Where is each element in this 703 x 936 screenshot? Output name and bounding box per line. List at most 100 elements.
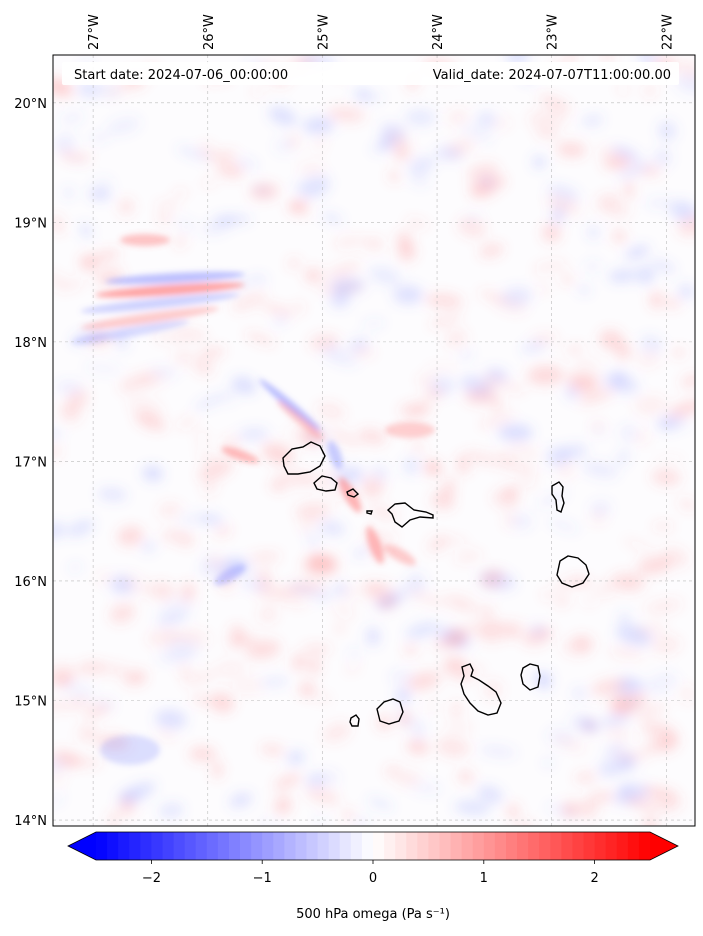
omega-cell — [590, 501, 611, 516]
omega-cell — [124, 670, 147, 686]
omega-cell — [371, 465, 389, 481]
date-header: Start date: 2024-07-06_00:00:00 Valid_da… — [62, 62, 679, 85]
omega-cell — [156, 730, 177, 741]
omega-cell — [406, 401, 433, 419]
omega-cell — [436, 737, 470, 758]
omega-cell — [53, 271, 66, 286]
omega-cell — [405, 621, 440, 639]
omega-cell — [216, 161, 244, 179]
omega-cell — [511, 513, 533, 530]
omega-cell — [667, 298, 679, 309]
omega-cell — [345, 663, 361, 674]
omega-cell — [322, 722, 352, 743]
omega-cell — [63, 187, 74, 199]
omega-cell — [555, 595, 571, 608]
omega-cell — [364, 238, 383, 249]
omega-cell — [341, 584, 360, 600]
colorbar-cell — [306, 832, 319, 860]
omega-cell — [506, 803, 520, 819]
omega-cell — [83, 703, 111, 718]
omega-cell — [645, 198, 675, 208]
colorbar-cell — [328, 832, 341, 860]
omega-cell — [53, 700, 74, 713]
omega-cell — [578, 285, 591, 295]
colorbar-cell — [561, 832, 574, 860]
omega-cell — [252, 185, 272, 194]
omega-cell — [54, 279, 85, 292]
omega-cell — [109, 603, 136, 624]
colorbar-cell — [572, 832, 585, 860]
omega-cell — [196, 430, 209, 446]
omega-cell — [648, 163, 659, 172]
omega-cell — [231, 292, 266, 312]
omega-cell — [348, 337, 369, 352]
map-panel — [52, 54, 696, 827]
omega-cell — [318, 284, 334, 293]
omega-cell — [156, 613, 190, 627]
omega-cell — [255, 586, 293, 599]
omega-cell — [177, 416, 197, 430]
omega-cell — [79, 254, 93, 269]
omega-cell — [679, 684, 695, 704]
omega-cell — [286, 749, 305, 766]
island-santo-antao — [282, 441, 326, 475]
omega-cell — [634, 704, 667, 719]
omega-cell — [273, 773, 302, 790]
valid-date-label: Valid_date: 2024-07-07T11:00:00.00 — [433, 68, 671, 83]
omega-cell — [330, 489, 344, 502]
colorbar-cell — [594, 832, 607, 860]
omega-cell — [683, 59, 695, 79]
colorbar-cell — [339, 832, 352, 860]
omega-cell — [196, 514, 224, 525]
colorbar-cell — [627, 832, 640, 860]
omega-cell — [440, 485, 452, 496]
omega-cell — [598, 758, 625, 777]
omega-cell — [288, 258, 300, 269]
omega-cell — [489, 622, 524, 630]
omega-cell — [53, 663, 78, 684]
lat-tick-label: 16°N — [14, 575, 47, 590]
omega-cell — [429, 313, 462, 328]
omega-cell — [594, 579, 615, 600]
lon-tick-label: 23°W — [546, 14, 561, 50]
omega-cell — [120, 782, 156, 802]
omega-cell — [135, 412, 166, 431]
omega-feature — [80, 307, 220, 329]
omega-cell — [572, 373, 603, 390]
lat-tick-label: 15°N — [14, 694, 47, 709]
omega-cell — [599, 329, 624, 350]
omega-cell — [562, 800, 580, 818]
omega-cell — [214, 526, 233, 537]
omega-cell — [476, 111, 497, 129]
omega-cell — [492, 117, 511, 130]
omega-cell — [574, 361, 600, 368]
omega-cell — [406, 739, 430, 755]
omega-cell — [403, 457, 421, 475]
omega-cell — [54, 134, 76, 154]
colorbar-cell — [118, 832, 130, 860]
omega-cell — [192, 695, 210, 704]
omega-cell — [55, 380, 83, 395]
colorbar-cell — [428, 832, 441, 860]
omega-cell — [645, 599, 683, 614]
colorbar-cell — [461, 832, 474, 860]
omega-cell — [447, 109, 469, 126]
omega-cell — [203, 216, 235, 235]
island-sal — [551, 481, 565, 513]
omega-cell — [193, 359, 214, 375]
omega-cell — [314, 589, 333, 602]
omega-cell — [615, 342, 632, 360]
omega-cell — [368, 266, 401, 286]
island-maio — [520, 663, 541, 691]
omega-cell — [654, 148, 672, 167]
omega-cell — [546, 195, 580, 215]
omega-cell — [77, 661, 108, 674]
omega-cell — [158, 502, 182, 518]
omega-cell — [174, 234, 186, 249]
omega-cell — [564, 344, 585, 355]
omega-cell — [261, 442, 294, 465]
lon-tick-label: 27°W — [87, 14, 102, 50]
omega-cell — [582, 593, 596, 609]
omega-cell — [407, 671, 441, 691]
omega-cell — [480, 569, 504, 588]
